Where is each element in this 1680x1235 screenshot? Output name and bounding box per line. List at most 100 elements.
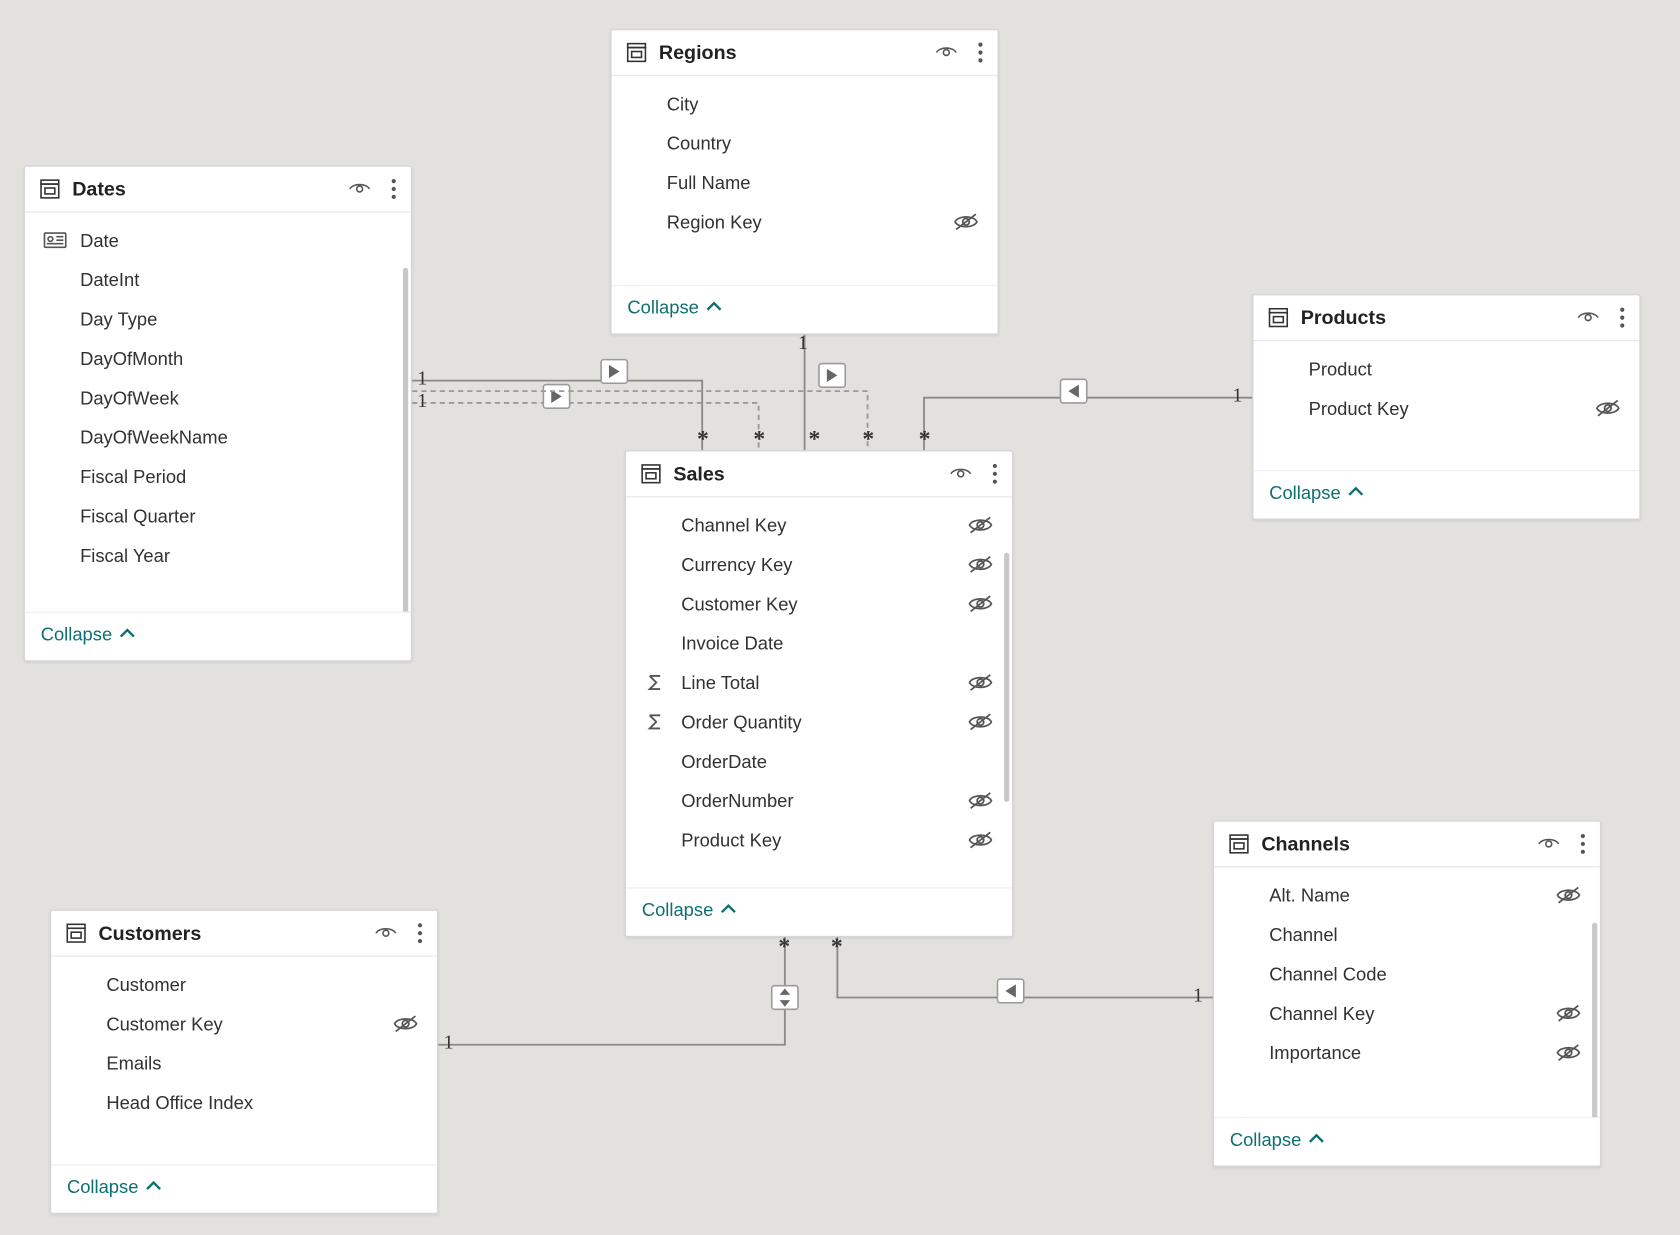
field-row[interactable]: Customer Key	[51, 1004, 437, 1043]
collapse-button[interactable]: Collapse	[627, 297, 722, 318]
field-row[interactable]: Line Total	[626, 663, 1012, 702]
visibility-icon[interactable]	[1576, 308, 1600, 326]
filter-direction-box[interactable]	[1061, 379, 1087, 403]
collapse-button[interactable]: Collapse	[41, 623, 136, 644]
field-name: Fiscal Quarter	[75, 505, 393, 526]
filter-direction-box[interactable]	[772, 986, 798, 1010]
hidden-icon[interactable]	[967, 554, 993, 575]
visibility-icon[interactable]	[949, 465, 973, 483]
scrollbar-thumb[interactable]	[403, 268, 408, 612]
visibility-icon[interactable]	[1537, 835, 1561, 853]
field-row[interactable]: Importance	[1214, 1033, 1600, 1072]
more-options-icon[interactable]	[1571, 832, 1587, 856]
collapse-button[interactable]: Collapse	[1269, 482, 1364, 503]
table-card-footer: Collapse	[51, 1164, 437, 1213]
field-row[interactable]: DateInt	[25, 260, 411, 299]
field-row[interactable]: Date	[25, 221, 411, 260]
field-name: Order Quantity	[676, 711, 967, 732]
field-row[interactable]: Country	[612, 123, 998, 162]
field-row[interactable]: Full Name	[612, 163, 998, 202]
hidden-icon[interactable]	[967, 711, 993, 732]
field-row[interactable]: DayOfMonth	[25, 339, 411, 378]
collapse-button[interactable]: Collapse	[1230, 1129, 1325, 1150]
table-card-sales[interactable]: Sales Channel KeyCurrency KeyCustomer Key…	[625, 450, 1014, 937]
table-card-channels[interactable]: Channels Alt. NameChannel Channel Code Chan…	[1213, 820, 1602, 1167]
hidden-icon[interactable]	[1555, 1003, 1581, 1024]
field-row[interactable]: Emails	[51, 1043, 437, 1082]
cardinality-label: *	[697, 426, 709, 452]
table-title: Customers	[98, 922, 363, 944]
field-row[interactable]: Region Key	[612, 202, 998, 241]
field-row[interactable]: Currency Key	[626, 545, 1012, 584]
field-row[interactable]: City	[612, 84, 998, 123]
field-row[interactable]: Channel Code	[1214, 954, 1600, 993]
relationship-line[interactable]	[837, 937, 1212, 997]
hidden-icon[interactable]	[967, 830, 993, 851]
more-options-icon[interactable]	[983, 462, 999, 486]
filter-direction-arrow-icon	[551, 390, 562, 403]
table-card-header[interactable]: Regions	[612, 30, 998, 76]
field-row[interactable]: OrderNumber	[626, 781, 1012, 820]
filter-direction-box[interactable]	[601, 360, 627, 384]
hidden-icon[interactable]	[967, 672, 993, 693]
visibility-icon[interactable]	[935, 43, 959, 61]
field-row[interactable]: Fiscal Year	[25, 536, 411, 575]
field-row[interactable]: Day Type	[25, 299, 411, 338]
table-card-header[interactable]: Dates	[25, 167, 411, 213]
field-row[interactable]: Customer	[51, 965, 437, 1004]
scrollbar-thumb[interactable]	[1592, 923, 1597, 1117]
field-row[interactable]: Product Key	[1253, 389, 1639, 428]
hidden-icon[interactable]	[1555, 1042, 1581, 1063]
table-card-customers[interactable]: Customers CustomerCustomer KeyEmailsHead …	[50, 910, 439, 1215]
table-card-regions[interactable]: Regions CityCountryFull NameRegion Key Col…	[610, 29, 999, 335]
table-card-header[interactable]: Channels	[1214, 822, 1600, 868]
field-row[interactable]: DayOfWeekName	[25, 417, 411, 456]
model-diagram-canvas[interactable]: 1*1*1*1**1*1* RegionsCityCountryFull Nam…	[0, 0, 1680, 1235]
field-row[interactable]: Fiscal Quarter	[25, 496, 411, 535]
visibility-icon[interactable]	[374, 924, 398, 942]
scrollbar-thumb[interactable]	[1004, 553, 1009, 802]
filter-direction-box[interactable]	[819, 364, 845, 388]
hidden-icon[interactable]	[967, 515, 993, 536]
table-card-header[interactable]: Customers	[51, 911, 437, 957]
relationship-line[interactable]	[412, 403, 759, 450]
collapse-button[interactable]: Collapse	[67, 1176, 162, 1197]
field-row[interactable]: DayOfWeek	[25, 378, 411, 417]
filter-direction-box[interactable]	[543, 385, 569, 409]
filter-direction-box[interactable]	[998, 979, 1024, 1003]
more-options-icon[interactable]	[969, 41, 985, 65]
field-row[interactable]: Channel Key	[1214, 994, 1600, 1033]
table-card-header[interactable]: Products	[1253, 295, 1639, 341]
field-row[interactable]: Customer Key	[626, 584, 1012, 623]
hidden-icon[interactable]	[1595, 398, 1621, 419]
more-options-icon[interactable]	[408, 921, 424, 945]
field-row[interactable]: Fiscal Period	[25, 457, 411, 496]
hidden-icon[interactable]	[967, 790, 993, 811]
hidden-icon[interactable]	[392, 1013, 418, 1034]
field-name: Channel Code	[1264, 963, 1582, 984]
more-options-icon[interactable]	[1610, 306, 1626, 330]
field-row[interactable]: Channel Key	[626, 505, 1012, 544]
relationship-line[interactable]	[412, 381, 702, 451]
field-row[interactable]: Order Quantity	[626, 702, 1012, 741]
cardinality-label: *	[753, 426, 765, 452]
field-row[interactable]: Product Key	[626, 820, 1012, 859]
field-row[interactable]: Channel	[1214, 915, 1600, 954]
field-row[interactable]: OrderDate	[626, 742, 1012, 781]
field-row[interactable]: Invoice Date	[626, 623, 1012, 662]
table-card-header[interactable]: Sales	[626, 452, 1012, 498]
visibility-icon[interactable]	[348, 180, 372, 198]
field-row[interactable]: Product	[1253, 349, 1639, 388]
hidden-icon[interactable]	[953, 211, 979, 232]
relationship-line[interactable]	[924, 398, 1252, 451]
hidden-icon[interactable]	[967, 593, 993, 614]
field-row[interactable]: Alt. Name	[1214, 875, 1600, 914]
collapse-button[interactable]: Collapse	[642, 899, 737, 920]
relationship-line[interactable]	[438, 937, 785, 1045]
table-card-dates[interactable]: DatesDateDateIntDay TypeDayOfMonthDayOfW…	[24, 165, 413, 661]
more-options-icon[interactable]	[382, 177, 398, 201]
table-card-products[interactable]: Products ProductProduct Key Collapse	[1252, 294, 1641, 520]
field-row[interactable]: Head Office Index	[51, 1083, 437, 1122]
relationship-line[interactable]	[412, 391, 867, 450]
hidden-icon[interactable]	[1555, 885, 1581, 906]
